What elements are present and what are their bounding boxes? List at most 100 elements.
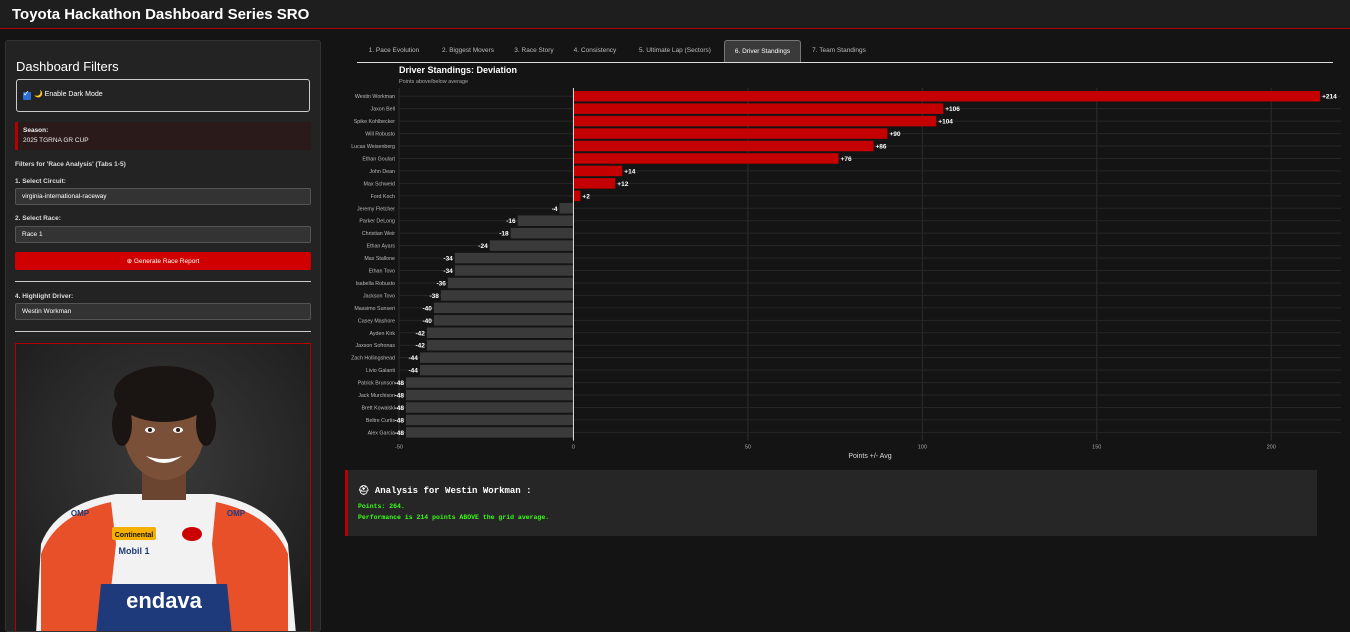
x-tick-label: 50 [745,445,751,451]
dark-mode-checkbox[interactable] [23,89,31,100]
dark-mode-toggle[interactable]: 🌙 Enable Dark Mode [16,79,310,112]
bar [440,290,574,301]
bar [405,414,574,426]
bar [573,153,839,164]
helmet-icon: ⛑ [358,486,370,496]
generate-report-button[interactable]: ⊕ Generate Race Report [15,252,311,270]
chart-x-axis-label: Points +/- Avg [848,453,891,460]
analysis-panel: ⛑ Analysis for Westin Workman : Points: … [345,470,1317,536]
bar [573,178,616,189]
generate-report-label: ⊕ Generate Race Report [126,258,200,265]
bar [573,90,1321,102]
analysis-points: Points: 264. [358,503,405,510]
bar-value-label: +214 [1322,94,1337,101]
bar [517,215,574,226]
sponsor-endava: endava [126,588,203,613]
app-header: Toyota Hackathon Dashboard Series SRO [0,0,1350,29]
bar-value-label: -34 [443,268,453,275]
y-tick-label: Jaxon Bell [371,107,395,113]
highlight-driver-value: Westin Workman [22,308,72,315]
bar-value-label: +90 [889,131,900,138]
bar [573,140,874,152]
bar-value-label: -34 [443,256,453,263]
y-tick-label: Livio Galanti [366,368,395,374]
tab-bar: 1. Pace Evolution 2. Biggest Movers 3. R… [357,40,1333,63]
bar [573,190,581,202]
filters-heading: Filters for 'Race Analysis' (Tabs 1-5) [15,161,126,168]
divider [15,331,311,332]
bar [447,277,574,289]
y-tick-label: Patrick Brunson [358,381,395,387]
bar [419,364,574,376]
tab-driver-standings[interactable]: 6. Driver Standings [724,40,801,62]
y-tick-label: Jaxson Sofronas [356,343,396,349]
sponsor-omp-left: OMP [71,509,90,518]
bar [454,252,574,264]
bar-value-label: -44 [409,368,419,375]
bar-value-label: +104 [938,119,953,126]
chart-subtitle: Points above/below average [399,79,468,85]
sidebar: Dashboard Filters 🌙 Enable Dark Mode Sea… [5,40,321,632]
race-select[interactable]: Race 1 [15,226,311,243]
chart-bars: +214 +106 +104 +90+86 +76 +14 +12 +2 -4 -16 -18 -24… [395,88,1337,441]
race-select-value: Race 1 [22,231,43,238]
circuit-select-value: virginia-international-raceway [22,193,107,200]
driver-portrait-illustration: endava Continental Mobil 1 OMP OMP [16,344,310,631]
y-tick-label: John Dean [369,169,395,175]
y-tick-label: Westin Workman [355,94,395,100]
y-tick-label: Jackson Tovo [363,293,395,299]
bar-value-label: -42 [416,343,426,350]
sponsor-omp-right: OMP [227,509,246,518]
divider [15,281,311,282]
y-tick-label: Max Schweid [364,181,396,187]
tab-label: 4. Consistency [573,47,617,54]
tab-consistency[interactable]: 4. Consistency [563,40,627,62]
y-tick-label: Beltre Curtis [366,418,395,424]
y-tick-label: Massimo Sunseri [354,306,395,312]
driver-standings-chart: +214 +106 +104 +90+86 +76 +14 +12 +2 -4 -16 -18 -24… [351,65,1341,460]
bar-value-label: -48 [395,380,405,387]
tab-pace-evolution[interactable]: 1. Pace Evolution [357,40,431,62]
x-tick-label: 150 [1092,445,1101,451]
bar-value-label: +2 [582,193,590,200]
y-tick-label: Alex Garcia [368,430,395,436]
tab-team-standings[interactable]: 7. Team Standings [801,40,877,62]
tab-label: 7. Team Standings [812,47,866,54]
bar [573,103,944,114]
bar-value-label: -48 [395,430,405,437]
tab-label: 1. Pace Evolution [368,47,420,54]
y-tick-label: Ford Koch [371,194,395,200]
tab-race-story[interactable]: 3. Race Story [505,40,563,62]
bar [426,327,574,339]
bar-value-label: -48 [395,393,405,400]
y-tick-label: Christian Weir [362,231,395,237]
bar-value-label: -42 [416,330,426,337]
bar [573,115,937,127]
dark-mode-label: 🌙 Enable Dark Mode [34,91,103,98]
tab-label: 3. Race Story [514,47,554,54]
analysis-title-row: ⛑ Analysis for Westin Workman : [358,486,531,496]
y-tick-label: Ayden Kirk [369,331,395,337]
bar-value-label: -16 [506,218,516,225]
highlight-driver-select[interactable]: Westin Workman [15,303,311,320]
tab-ultimate-lap[interactable]: 5. Ultimate Lap (Sectors) [627,40,723,62]
circuit-select[interactable]: virginia-international-raceway [15,188,311,205]
x-tick-label: 100 [918,445,927,451]
sponsor-continental: Continental [115,532,154,539]
bar [510,227,574,239]
bar-value-label: -40 [422,305,432,312]
tab-label: 6. Driver Standings [734,48,791,55]
season-panel: Season: 2025 TGRNA GR CUP [15,122,311,150]
tab-biggest-movers[interactable]: 2. Biggest Movers [431,40,505,62]
x-tick-label: 0 [572,445,575,451]
bar-value-label: +106 [945,106,960,113]
bar [433,315,574,326]
bar-value-label: -48 [395,405,405,412]
bar-value-label: -48 [395,417,405,424]
sidebar-heading: Dashboard Filters [16,59,119,74]
bar [433,302,574,314]
y-tick-label: Ethan Tovo [369,269,395,275]
tab-label: 2. Biggest Movers [441,47,495,54]
y-tick-label: Isabella Robusto [356,281,396,287]
x-tick-label: 200 [1267,445,1276,451]
